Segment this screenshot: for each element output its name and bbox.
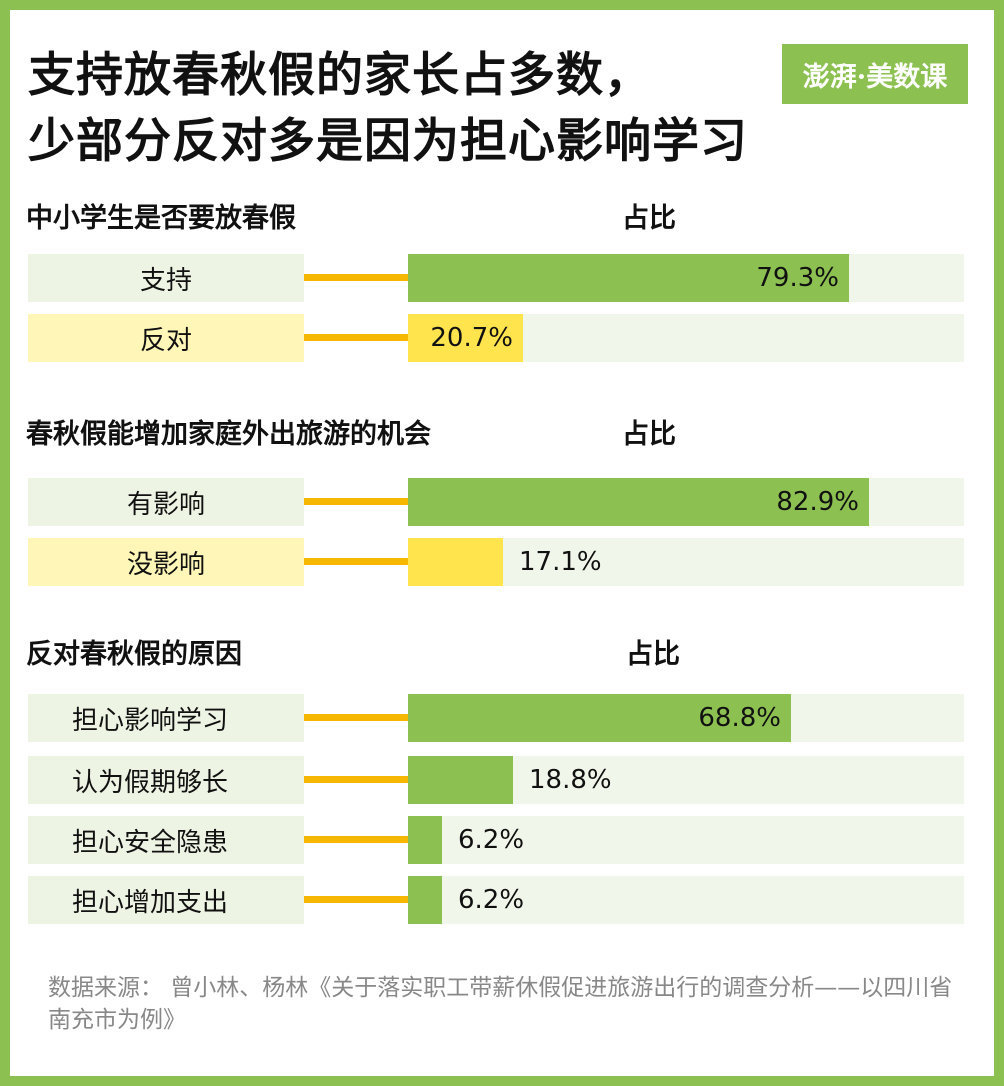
bar [408, 816, 442, 864]
section-title-travel: 春秋假能增加家庭外出旅游的机会 [26, 419, 431, 450]
share-header: 占比 [622, 419, 676, 450]
value-label: 17.1% [519, 547, 602, 577]
value-label: 18.8% [529, 765, 612, 795]
headline-line-1: 支持放春秋假的家长占多数， [28, 48, 652, 103]
connector-line [304, 836, 408, 843]
bar-row: 担心安全隐患 6.2% [28, 816, 966, 864]
connector-line [304, 274, 408, 281]
connector-line [304, 498, 408, 505]
source-note: 数据来源： 曾小林、杨林《关于落实职工带薪休假促进旅游出行的调查分析——以四川省… [48, 975, 953, 1033]
value-label: 79.3% [756, 263, 839, 293]
bar-row: 有影响 82.9% [28, 478, 966, 526]
thepaper-logo: 澎湃·美数课 [782, 44, 968, 104]
bar-row: 没影响 17.1% [28, 538, 966, 586]
value-label: 6.2% [458, 885, 525, 915]
category-label: 反对 [28, 314, 304, 362]
category-label: 担心安全隐患 [28, 816, 304, 864]
bar-track [408, 876, 964, 924]
bar [408, 694, 791, 742]
logo-text: 澎湃·美数课 [802, 61, 948, 93]
bar-row: 认为假期够长 18.8% [28, 756, 966, 804]
category-label: 支持 [28, 254, 304, 302]
share-header: 占比 [626, 639, 680, 670]
connector-line [304, 334, 408, 341]
value-label: 82.9% [776, 487, 859, 517]
category-label: 有影响 [28, 478, 304, 526]
section-title-spring-break: 中小学生是否要放春假 [26, 203, 296, 234]
connector-line [304, 558, 408, 565]
connector-line [304, 896, 408, 903]
bar [408, 538, 503, 586]
share-header: 占比 [622, 203, 676, 234]
bar [408, 254, 849, 302]
bar [408, 876, 442, 924]
connector-line [304, 776, 408, 783]
bar-track [408, 816, 964, 864]
bar [408, 756, 513, 804]
value-label: 6.2% [458, 825, 525, 855]
category-label: 没影响 [28, 538, 304, 586]
headline-line-2: 少部分反对多是因为担心影响学习 [28, 114, 748, 169]
bar-row: 担心增加支出 6.2% [28, 876, 966, 924]
category-label: 认为假期够长 [28, 756, 304, 804]
category-label: 担心影响学习 [28, 694, 304, 742]
bar-row: 担心影响学习 68.8% [28, 694, 966, 742]
section-title-reasons: 反对春秋假的原因 [26, 639, 242, 670]
bar [408, 478, 869, 526]
connector-line [304, 714, 408, 721]
bar-row: 反对 20.7% [28, 314, 966, 362]
value-label: 20.7% [430, 323, 513, 353]
value-label: 68.8% [698, 703, 781, 733]
bar-row: 支持 79.3% [28, 254, 966, 302]
bar [408, 314, 523, 362]
infographic-frame: 支持放春秋假的家长占多数， 少部分反对多是因为担心影响学习 澎湃·美数课 中小学… [10, 10, 994, 1076]
category-label: 担心增加支出 [28, 876, 304, 924]
